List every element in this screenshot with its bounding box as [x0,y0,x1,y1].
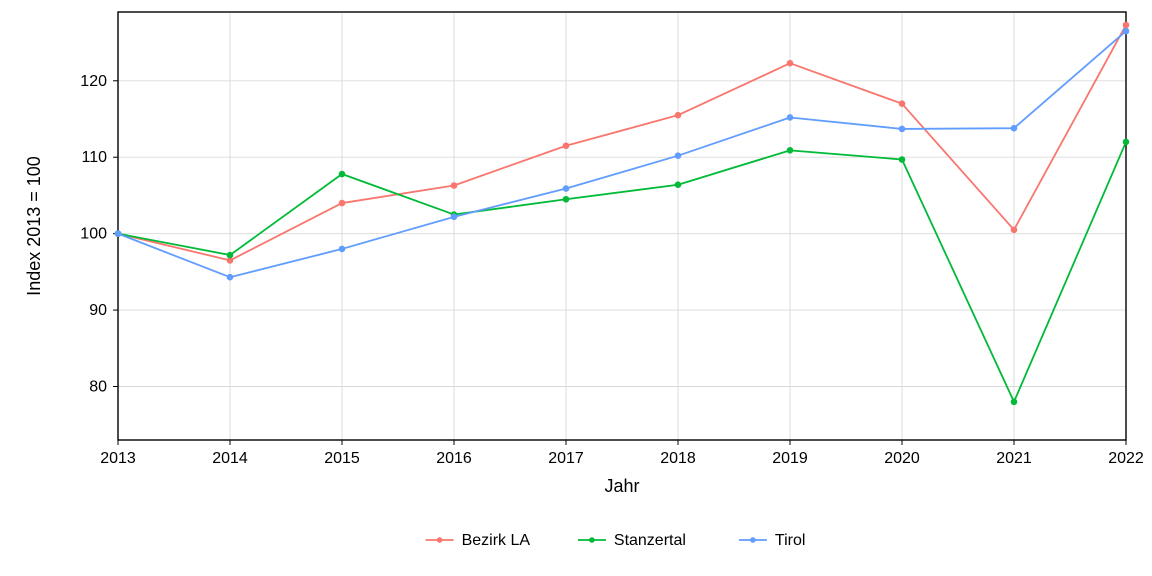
series-point [339,171,345,177]
series-point [1123,28,1129,34]
series-point [899,157,905,163]
series-point [675,112,681,118]
series-point [563,186,569,192]
x-tick-label: 2013 [100,450,136,467]
series-point [227,252,233,258]
x-tick-label: 2016 [436,450,472,467]
y-tick-label: 110 [81,149,107,166]
series-point [563,143,569,149]
series-point [899,126,905,132]
x-axis-label: Jahr [604,476,639,496]
y-tick-label: 90 [89,302,107,319]
x-tick-label: 2015 [324,450,360,467]
y-tick-label: 100 [80,226,107,243]
series-point [787,115,793,121]
series-point [1011,399,1017,405]
y-tick-label: 120 [80,73,107,90]
series-point [227,258,233,264]
series-point [339,246,345,252]
line-chart: 2013 2014 2015 2016 2017 2018 2019 2020 2021 2022… [0,0,1152,576]
y-axis-label: Index 2013 = 100 [24,156,44,296]
series-point [451,214,457,220]
series-point [1123,139,1129,145]
series-point [115,231,121,237]
series-point [1011,125,1017,131]
legend-item-label: Bezirk LA [462,532,531,549]
legend-item-label: Tirol [775,532,806,549]
series-point [339,200,345,206]
x-tick-label: 2021 [996,450,1032,467]
series-point [1123,22,1129,28]
series-point [675,182,681,188]
x-tick-label: 2018 [660,450,696,467]
series-point [787,148,793,154]
series-point [1011,227,1017,233]
legend-item-label: Stanzertal [614,532,686,549]
series-point [227,274,233,280]
chart-container: 2013 2014 2015 2016 2017 2018 2019 2020 2021 2022… [0,0,1152,576]
x-tick-label: 2014 [212,450,248,467]
x-tick-label: 2022 [1108,450,1144,467]
series-point [787,60,793,66]
series-point [451,183,457,189]
series-point [675,153,681,159]
x-tick-label: 2019 [772,450,808,467]
x-tick-label: 2020 [884,450,920,467]
series-point [563,196,569,202]
y-tick-label: 80 [89,379,107,396]
x-tick-label: 2017 [548,450,584,467]
series-point [899,101,905,107]
